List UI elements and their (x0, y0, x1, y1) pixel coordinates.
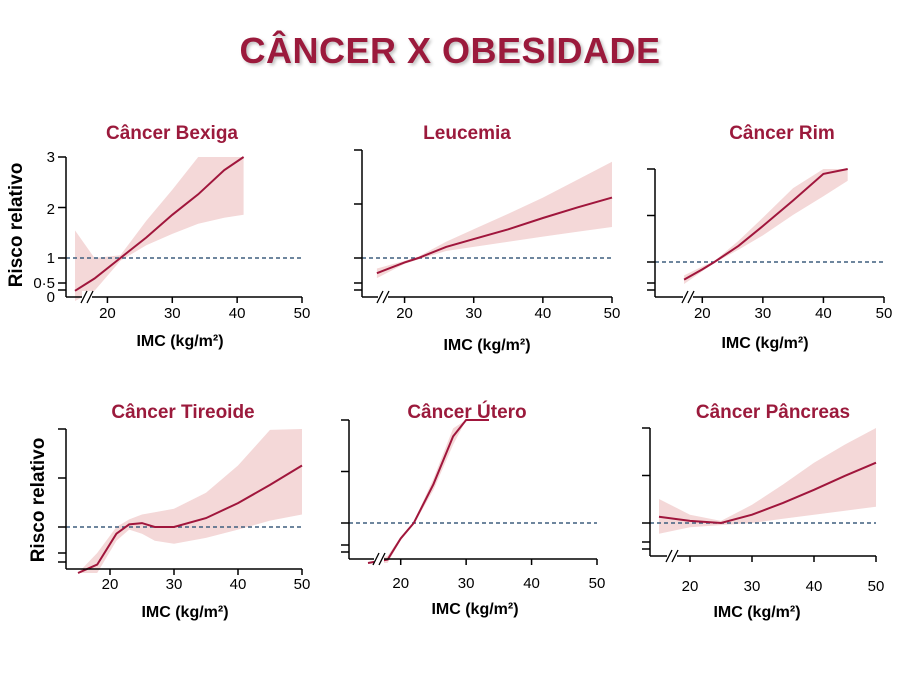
x-axis-label: IMC (kg/m²) (431, 601, 518, 618)
x-tick-label: 50 (589, 575, 606, 592)
y-axis-label: Risco relativo (28, 438, 49, 563)
chart-panel: 20 30 40 50 Leucemia IMC (kg/m²) (354, 123, 620, 354)
axis-break-gap (378, 291, 388, 303)
confidence-band (78, 429, 302, 573)
panel-title: Câncer Útero (407, 401, 526, 423)
axis-break-gap (374, 553, 384, 565)
risk-curve (376, 196, 613, 275)
chart-panel: 20 30 40 50 00·5 1 2 3 Câncer Bexiga IMC (kg/m²) R… (6, 123, 310, 350)
chart-panel: 20 30 40 50 Câncer Tireoide IMC (kg/m²) Risco … (28, 402, 310, 621)
y-tick-label: 1 (47, 250, 55, 267)
panel-title: Câncer Tireoide (111, 402, 254, 423)
chart-panel: 20 30 40 50 Câncer Útero IMC (kg/m²) (341, 401, 605, 618)
axis-break-mark (382, 290, 390, 304)
x-tick-label: 40 (229, 305, 246, 322)
x-tick-label: 20 (392, 575, 409, 592)
confidence-band (376, 161, 612, 279)
x-axis-label: IMC (kg/m²) (443, 337, 530, 354)
panel-title: Câncer Bexiga (106, 123, 238, 144)
confidence-band (684, 169, 848, 284)
x-tick-label: 30 (458, 575, 475, 592)
y-tick-label: 2 (47, 201, 55, 218)
x-tick-label: 20 (102, 576, 119, 593)
panel-title: Leucemia (423, 123, 511, 144)
x-tick-label: 20 (694, 305, 711, 322)
y-tick-label: 0·5 (33, 275, 55, 292)
axis-break-mark (378, 552, 386, 566)
x-axis-label: IMC (kg/m²) (136, 333, 223, 350)
x-tick-label: 50 (868, 578, 885, 595)
x-axis-label: IMC (kg/m²) (713, 604, 800, 621)
risk-curve (367, 419, 489, 564)
x-axis-label: IMC (kg/m²) (721, 335, 808, 352)
slide-title: CÂNCER X OBESIDADE (239, 30, 661, 71)
axis-break-mark (372, 552, 380, 566)
x-tick-label: 30 (755, 305, 772, 322)
x-tick-label: 30 (465, 305, 482, 322)
x-tick-label: 40 (523, 575, 540, 592)
x-axis-label: IMC (kg/m²) (141, 604, 228, 621)
x-tick-label: 50 (876, 305, 893, 322)
risk-curve (683, 168, 848, 281)
axis-break-gap (82, 291, 92, 303)
axis-break-mark (86, 290, 94, 304)
confidence-band (659, 428, 876, 534)
axis-break-mark (681, 290, 689, 304)
axis-break-mark (80, 290, 88, 304)
risk-curve (74, 156, 245, 292)
x-tick-label: 40 (230, 576, 247, 593)
x-tick-label: 20 (682, 578, 699, 595)
panel-title: Câncer Rim (729, 123, 835, 144)
axis-break-mark (665, 549, 673, 563)
y-tick-label: 0 (47, 289, 55, 306)
axis-break-mark (687, 290, 695, 304)
confidence-band (368, 420, 489, 563)
y-axis-label: Risco relativo (6, 163, 27, 288)
x-tick-label: 30 (744, 578, 761, 595)
axis-break-mark (376, 290, 384, 304)
y-tick-label: 3 (47, 149, 55, 166)
risk-curve (77, 464, 303, 574)
confidence-band (75, 157, 244, 301)
x-tick-label: 30 (166, 576, 183, 593)
x-tick-label: 30 (164, 305, 181, 322)
x-tick-label: 50 (604, 305, 621, 322)
x-tick-label: 20 (99, 305, 116, 322)
panel-title: Câncer Pâncreas (696, 402, 850, 423)
x-tick-label: 20 (396, 305, 413, 322)
axis-break-mark (671, 549, 679, 563)
x-tick-label: 50 (294, 305, 311, 322)
chart-panel: 20 30 40 50 Câncer Rim IMC (kg/m²) (647, 123, 892, 352)
risk-curve (658, 461, 877, 525)
axis-break-gap (667, 550, 677, 562)
x-tick-label: 40 (806, 578, 823, 595)
chart-panel: 20 30 40 50 Câncer Pâncreas IMC (kg/m²) (642, 402, 884, 621)
x-tick-label: 40 (815, 305, 832, 322)
x-tick-label: 50 (294, 576, 311, 593)
axis-break-gap (683, 291, 693, 303)
x-tick-label: 40 (535, 305, 552, 322)
